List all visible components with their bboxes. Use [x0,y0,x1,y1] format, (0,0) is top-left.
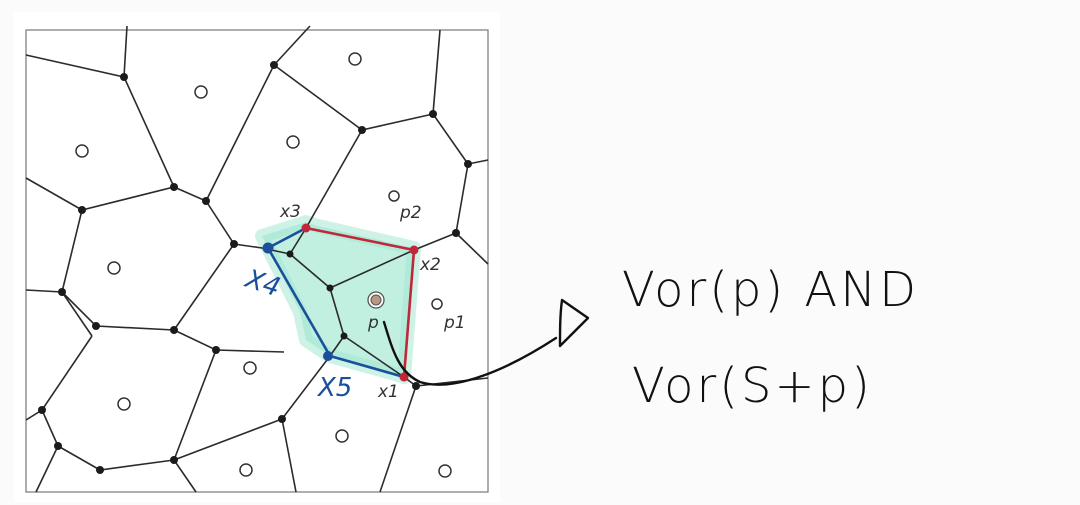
arrow-head-icon [558,298,590,348]
label-x5-handwritten: X5 [316,373,352,403]
voronoi-vertices [38,61,472,474]
diagram-frame [25,29,489,493]
label-x2: x2 [419,255,441,275]
vertex-x3 [301,223,311,233]
vertex-x4 [262,242,274,254]
annotation-arrow [382,320,558,386]
annotation-line-1: Vor(p) AND [622,262,919,318]
voronoi-sites [75,52,452,478]
label-x1: x1 [377,382,399,402]
vertex-x2 [409,245,419,255]
label-p1: p1 [443,313,466,333]
label-p: p [367,313,379,333]
annotation-line-2: Vor(S+p) [632,358,873,414]
vertex-x5 [323,351,333,361]
vertex-x1 [399,372,409,382]
label-p2: p2 [399,203,422,223]
site-p [367,291,385,309]
blue-boundary [266,226,405,379]
label-x3: x3 [279,202,301,222]
